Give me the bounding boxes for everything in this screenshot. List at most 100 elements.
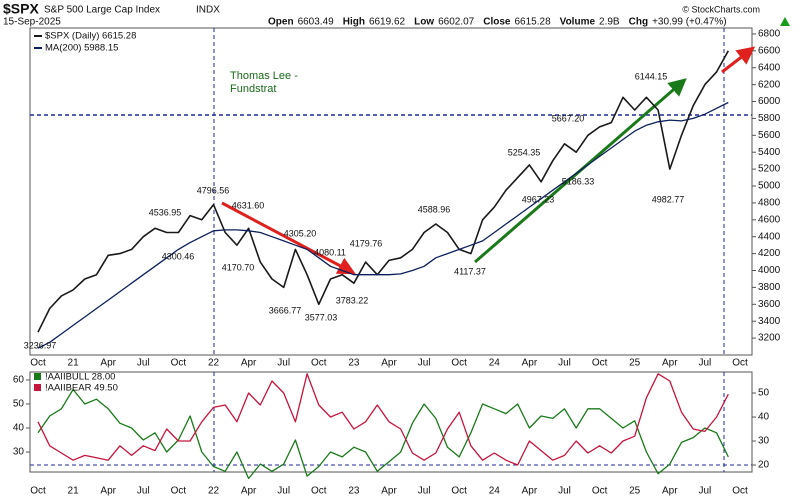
x-tick-label: Apr — [662, 358, 678, 369]
point-label: 4631.60 — [232, 200, 265, 210]
x-tick-label: Jul — [699, 486, 712, 497]
stat-value: 6602.07 — [438, 17, 475, 28]
x-tick-label: Jul — [558, 358, 571, 369]
legend-swatch — [34, 384, 41, 391]
x-tick-label: Jul — [558, 486, 571, 497]
stat-value: 6603.49 — [298, 17, 335, 28]
point-label: 4588.96 — [418, 204, 451, 214]
y2-tick-label: 50 — [758, 388, 770, 399]
point-label: 5254.35 — [508, 147, 541, 157]
legend-label: !AAIIBULL 28.00 — [45, 372, 115, 383]
point-label: 4305.20 — [284, 228, 317, 238]
x-tick-label: Oct — [732, 358, 748, 369]
stat-name: Volume — [560, 17, 596, 28]
x-tick-label: Apr — [241, 486, 257, 497]
y-tick-label: 4400 — [758, 231, 781, 242]
x-tick-label: 25 — [629, 358, 641, 369]
x-tick-label: Jul — [418, 486, 431, 497]
x-tick-label: Apr — [381, 486, 397, 497]
x-tick-label: Oct — [732, 486, 748, 497]
x-tick-label: 24 — [489, 486, 501, 497]
x-tick-label: Oct — [311, 486, 327, 497]
stat-name: Close — [483, 17, 511, 28]
y-tick-label: 3800 — [758, 282, 781, 293]
y-tick-label: 3200 — [758, 333, 781, 344]
y-tick-label: 5400 — [758, 147, 781, 158]
y-tick-label: 5200 — [758, 164, 781, 175]
x-tick-label: Oct — [30, 358, 46, 369]
series-line — [37, 388, 729, 480]
point-label: 5667.20 — [552, 113, 585, 123]
point-label: 3783.22 — [336, 295, 369, 305]
x-tick-label: Oct — [311, 358, 327, 369]
point-label: 4300.46 — [162, 251, 195, 261]
series-line — [37, 373, 729, 466]
up-icon — [780, 17, 790, 26]
x-tick-label: 22 — [208, 486, 220, 497]
x-tick-label: Apr — [662, 486, 678, 497]
stat-value: 2.9B — [599, 17, 620, 28]
x-tick-label: 21 — [68, 358, 80, 369]
y-tick-label: 40 — [13, 423, 25, 434]
watermark: © StockCharts.com — [682, 4, 760, 14]
point-label: 4170.70 — [222, 262, 255, 272]
stat-name: Chg — [629, 17, 648, 28]
x-tick-label: Jul — [277, 358, 290, 369]
annotation: Thomas Lee - — [230, 70, 298, 82]
point-label: 4536.95 — [149, 207, 182, 217]
y-tick-label: 6800 — [758, 29, 781, 40]
x-tick-label: Apr — [100, 486, 116, 497]
y-tick-label: 6400 — [758, 62, 781, 73]
x-tick-label: Oct — [171, 358, 187, 369]
point-label: 3236.97 — [24, 340, 57, 350]
x-tick-label: Jul — [277, 486, 290, 497]
point-label: 3577.03 — [305, 312, 338, 322]
stat-value: +30.99 (+0.47%) — [652, 17, 727, 28]
symbol: $SPX — [3, 1, 39, 17]
x-tick-label: 24 — [489, 358, 501, 369]
x-tick-label: Jul — [418, 358, 431, 369]
series-line — [37, 50, 729, 333]
y2-tick-label: 30 — [758, 436, 770, 447]
x-tick-label: Oct — [451, 358, 467, 369]
x-tick-label: Oct — [592, 486, 608, 497]
y-tick-label: 5600 — [758, 130, 781, 141]
date: 15-Sep-2025 — [3, 17, 61, 28]
x-tick-label: 21 — [68, 486, 80, 497]
x-tick-label: 23 — [348, 358, 360, 369]
stats: Open 6603.49 High 6619.62 Low 6602.07 Close 661… — [268, 17, 727, 28]
price-panel — [29, 27, 753, 356]
x-tick-label: Apr — [100, 358, 116, 369]
point-label: 4982.77 — [652, 194, 685, 204]
annotation: Fundstrat — [230, 83, 276, 95]
y-tick-label: 4600 — [758, 214, 781, 225]
point-label: 6144.15 — [635, 71, 668, 81]
y-tick-label: 30 — [13, 447, 25, 458]
exchange: INDX — [196, 5, 220, 16]
y-tick-label: 3600 — [758, 299, 781, 310]
point-label: 4117.37 — [454, 266, 486, 276]
stat-name: Open — [268, 17, 294, 28]
legend-label: $SPX (Daily) 6615.28 — [45, 31, 136, 42]
arrow — [221, 201, 356, 275]
point-label: 5186.33 — [562, 176, 595, 186]
x-tick-label: 22 — [208, 358, 220, 369]
x-tick-label: Oct — [171, 486, 187, 497]
arrow — [721, 46, 756, 74]
stat-value: 6619.62 — [369, 17, 406, 28]
y-tick-label: 4800 — [758, 198, 781, 209]
x-tick-label: Jul — [137, 486, 150, 497]
guides — [30, 28, 752, 472]
x-tick-label: Oct — [451, 486, 467, 497]
point-label: 4080.11 — [314, 247, 346, 257]
series-line — [37, 101, 729, 349]
y-tick-label: 60 — [13, 375, 25, 386]
y2-tick-label: 40 — [758, 412, 770, 423]
x-tick-label: Apr — [522, 486, 538, 497]
x-tick-label: Apr — [381, 358, 397, 369]
x-tick-label: Apr — [522, 358, 538, 369]
point-label: 3666.77 — [269, 305, 302, 315]
stat-value: 6615.28 — [514, 17, 551, 28]
y-tick-label: 4200 — [758, 248, 781, 259]
